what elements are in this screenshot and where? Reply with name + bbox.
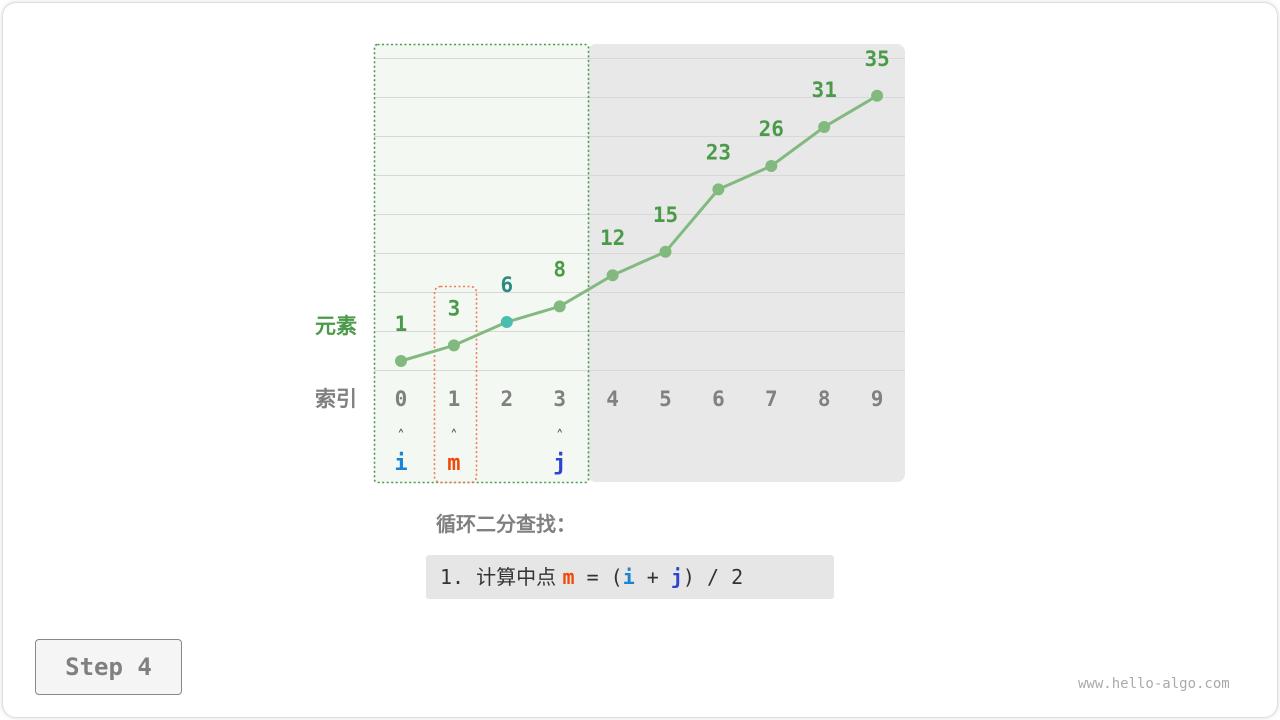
pointer-m: m [447, 451, 460, 476]
index-label: 6 [712, 387, 725, 411]
value-label: 12 [600, 226, 625, 250]
value-point [606, 269, 619, 282]
value-label: 6 [500, 273, 513, 297]
value-label: 23 [706, 140, 731, 164]
step-text: 计算中点 [476, 565, 563, 589]
pointer-arrow-icon: ˄ [450, 427, 458, 445]
index-label: 5 [659, 387, 672, 411]
value-point [765, 160, 778, 172]
mid-highlight-box [433, 285, 478, 484]
index-label: 7 [765, 387, 778, 411]
value-point [818, 121, 831, 133]
code-plus: + [634, 565, 671, 589]
index-label: 2 [500, 387, 513, 411]
pointer-i: i [394, 451, 407, 476]
excluded-region [588, 44, 905, 482]
value-label: 8 [553, 257, 566, 281]
value-label: 31 [812, 78, 837, 102]
pointer-arrow-icon: ˄ [556, 427, 564, 445]
value-label: 26 [759, 117, 784, 141]
value-point [395, 355, 407, 367]
value-line [400, 94, 878, 363]
code-m: m [562, 565, 575, 589]
index-label: 1 [448, 387, 461, 411]
search-range-region [374, 44, 588, 483]
step-button[interactable]: Step 4 [35, 639, 182, 695]
value-label: 3 [448, 296, 461, 320]
section-title: 循环二分查找： [436, 512, 576, 536]
code-rest: ) / 2 [682, 565, 744, 589]
index-label: 0 [395, 387, 408, 411]
value-label: 35 [864, 47, 889, 71]
index-label: 9 [871, 387, 884, 411]
elements-label: 元素 [315, 314, 357, 338]
pointer-arrow-icon: ˄ [397, 427, 405, 445]
value-point [871, 89, 884, 102]
pointer-j: j [553, 451, 566, 476]
index-label: 3 [553, 387, 566, 411]
search-range-border [373, 43, 590, 484]
value-point [712, 183, 725, 196]
step-number: 1. [440, 565, 477, 589]
value-label: 15 [653, 203, 678, 227]
index-label: 4 [606, 387, 619, 411]
value-point [659, 245, 672, 258]
value-label: 1 [395, 312, 408, 336]
code-i: i [622, 565, 635, 589]
value-point [553, 300, 566, 313]
index-label: 索引 [315, 387, 357, 411]
value-point [500, 316, 513, 328]
code-j: j [670, 565, 683, 589]
index-label: 8 [818, 387, 831, 411]
code-eq: = ( [574, 565, 623, 589]
code-step-line: 1. 计算中点 m = (i + j) / 2 [426, 555, 834, 599]
watermark: www.hello-algo.com [1078, 676, 1230, 692]
value-point [447, 339, 460, 352]
